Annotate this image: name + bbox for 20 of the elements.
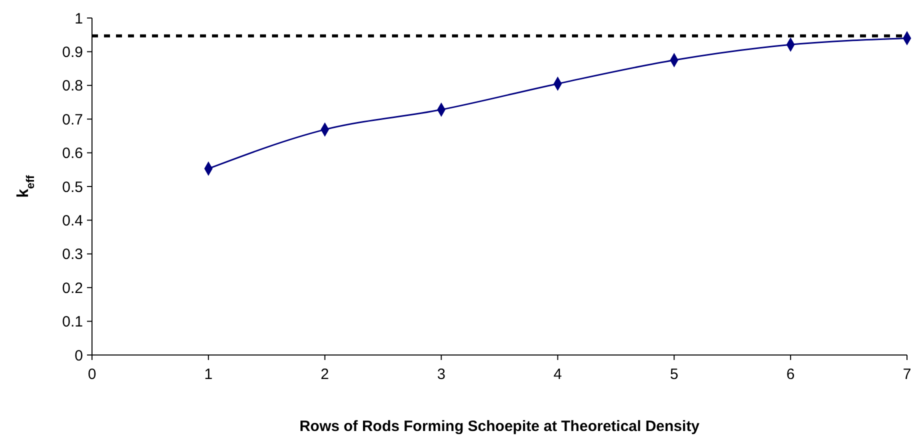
y-tick-label: 0 [74,347,83,364]
x-axis-title: Rows of Rods Forming Schoepite at Theoretical Density [299,418,700,435]
y-tick-label: 0.7 [62,111,83,128]
y-tick-label: 0.5 [62,178,83,196]
x-tick-label: 0 [88,366,96,383]
x-tick-label: 3 [437,366,446,383]
y-tick-label: 1 [74,10,83,28]
y-tick-label: 0.2 [62,280,83,297]
y-tick-label: 0.1 [62,314,83,331]
y-tick-label: 0.3 [62,246,83,264]
y-tick-label: 0.8 [62,78,83,95]
x-tick-label: 2 [320,366,330,383]
y-tick-label: 0.6 [62,145,83,162]
y-tick-label: 0.9 [62,44,83,61]
x-tick-label: 6 [786,366,795,383]
x-tick-label: 7 [902,366,912,383]
x-tick-label: 1 [204,366,213,383]
y-tick-label: 0.4 [62,212,83,230]
x-tick-label: 5 [670,366,678,383]
x-tick-label: 4 [554,366,562,383]
